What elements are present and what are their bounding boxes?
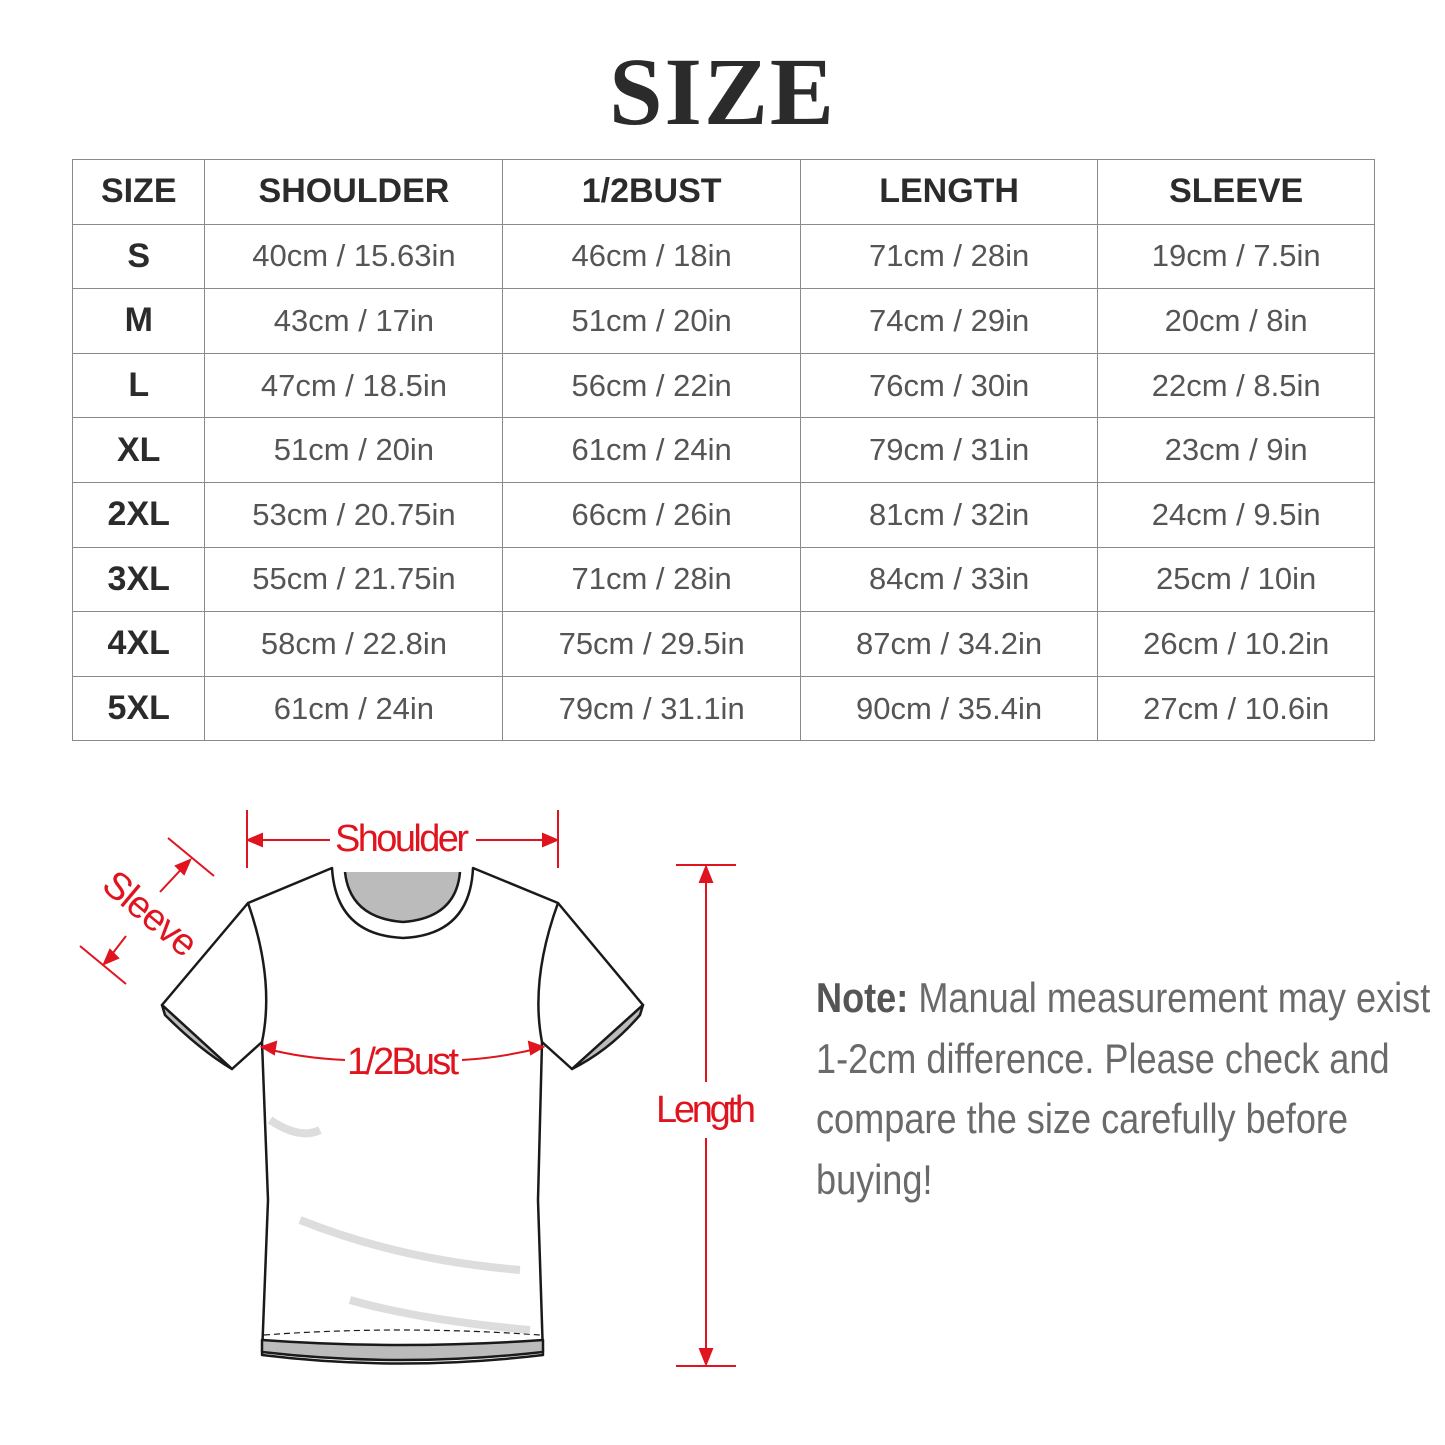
measurement-cell: 22cm / 8.5in: [1097, 352, 1375, 419]
shoulder-label: Shoulder: [335, 818, 469, 860]
note-body: Manual measurement may exist 1-2cm diffe…: [816, 974, 1431, 1203]
measurement-cell: 25cm / 10in: [1097, 546, 1375, 613]
bust-label: 1/2Bust: [347, 1041, 459, 1083]
table-row: L 47cm / 18.5in 56cm / 22in 76cm / 30in 22cm…: [71, 352, 1375, 419]
measurement-cell: 71cm / 28in: [502, 546, 801, 613]
measurement-cell: 79cm / 31.1in: [502, 675, 801, 742]
size-table: SIZE SHOULDER 1/2BUST LENGTH SLEEVE S 40cm / …: [71, 159, 1375, 742]
note-text: Note: Manual measurement may exist 1-2cm…: [816, 968, 1435, 1210]
measurement-cell: 66cm / 26in: [502, 481, 801, 548]
measurement-cell: 84cm / 33in: [799, 546, 1099, 613]
measurement-cell: 61cm / 24in: [502, 417, 801, 483]
length-label: Length: [656, 1089, 756, 1131]
measurement-cell: 51cm / 20in: [502, 288, 801, 354]
size-cell: M: [71, 288, 206, 354]
table-row: 5XL 61cm / 24in 79cm / 31.1in 90cm / 35.4in…: [71, 675, 1375, 742]
measurement-cell: 23cm / 9in: [1097, 417, 1375, 483]
measurement-cell: 47cm / 18.5in: [204, 352, 504, 419]
table-row: S 40cm / 15.63in 46cm / 18in 71cm / 28in 19c…: [71, 223, 1375, 290]
measurement-cell: 24cm / 9.5in: [1097, 481, 1375, 548]
table-row: 3XL 55cm / 21.75in 71cm / 28in 84cm / 33in 2…: [71, 546, 1375, 613]
measurement-cell: 81cm / 32in: [799, 481, 1099, 548]
measurement-cell: 53cm / 20.75in: [204, 481, 504, 548]
measurement-cell: 20cm / 8in: [1097, 288, 1375, 354]
measurement-cell: 51cm / 20in: [204, 417, 504, 483]
column-header: SHOULDER: [204, 159, 504, 225]
measurement-cell: 40cm / 15.63in: [204, 223, 504, 290]
measurement-cell: 58cm / 22.8in: [204, 611, 504, 677]
column-header: LENGTH: [799, 159, 1099, 225]
measurement-cell: 87cm / 34.2in: [799, 611, 1099, 677]
size-cell: L: [71, 352, 206, 419]
measurement-cell: 46cm / 18in: [502, 223, 801, 290]
table-row: 4XL 58cm / 22.8in 75cm / 29.5in 87cm / 34.2…: [71, 611, 1375, 677]
tshirt-diagram: Shoulder 1/2Bust Length Sleeve: [79, 810, 756, 1367]
size-cell: 3XL: [71, 546, 206, 613]
measurement-cell: 56cm / 22in: [502, 352, 801, 419]
measurement-cell: 76cm / 30in: [799, 352, 1099, 419]
table-header-row: SIZE SHOULDER 1/2BUST LENGTH SLEEVE: [71, 159, 1375, 225]
note-label: Note:: [816, 974, 909, 1021]
column-header: 1/2BUST: [502, 159, 801, 225]
page-title: SIZE: [609, 38, 836, 145]
table-row: XL 51cm / 20in 61cm / 24in 79cm / 31in 23cm …: [71, 417, 1375, 483]
size-cell: 5XL: [71, 675, 206, 742]
measurement-cell: 61cm / 24in: [204, 675, 504, 742]
size-cell: 4XL: [71, 611, 206, 677]
table-row: 2XL 53cm / 20.75in 66cm / 26in 81cm / 32in 2…: [71, 481, 1375, 548]
measurement-cell: 90cm / 35.4in: [799, 675, 1099, 742]
measurement-cell: 71cm / 28in: [799, 223, 1099, 290]
size-cell: S: [71, 223, 206, 290]
measure-lines: [79, 810, 736, 1367]
column-header: SIZE: [71, 159, 206, 225]
measurement-cell: 79cm / 31in: [799, 417, 1099, 483]
measurement-cell: 74cm / 29in: [799, 288, 1099, 354]
measurement-cell: 75cm / 29.5in: [502, 611, 801, 677]
measurement-cell: 19cm / 7.5in: [1097, 223, 1375, 290]
measurement-cell: 26cm / 10.2in: [1097, 611, 1375, 677]
size-cell: XL: [71, 417, 206, 483]
tshirt-icon: [160, 866, 645, 1365]
measurement-cell: 55cm / 21.75in: [204, 546, 504, 613]
table-row: M 43cm / 17in 51cm / 20in 74cm / 29in 20cm /…: [71, 288, 1375, 354]
measurement-cell: 27cm / 10.6in: [1097, 675, 1375, 742]
column-header: SLEEVE: [1097, 159, 1375, 225]
measurement-cell: 43cm / 17in: [204, 288, 504, 354]
size-cell: 2XL: [71, 481, 206, 548]
